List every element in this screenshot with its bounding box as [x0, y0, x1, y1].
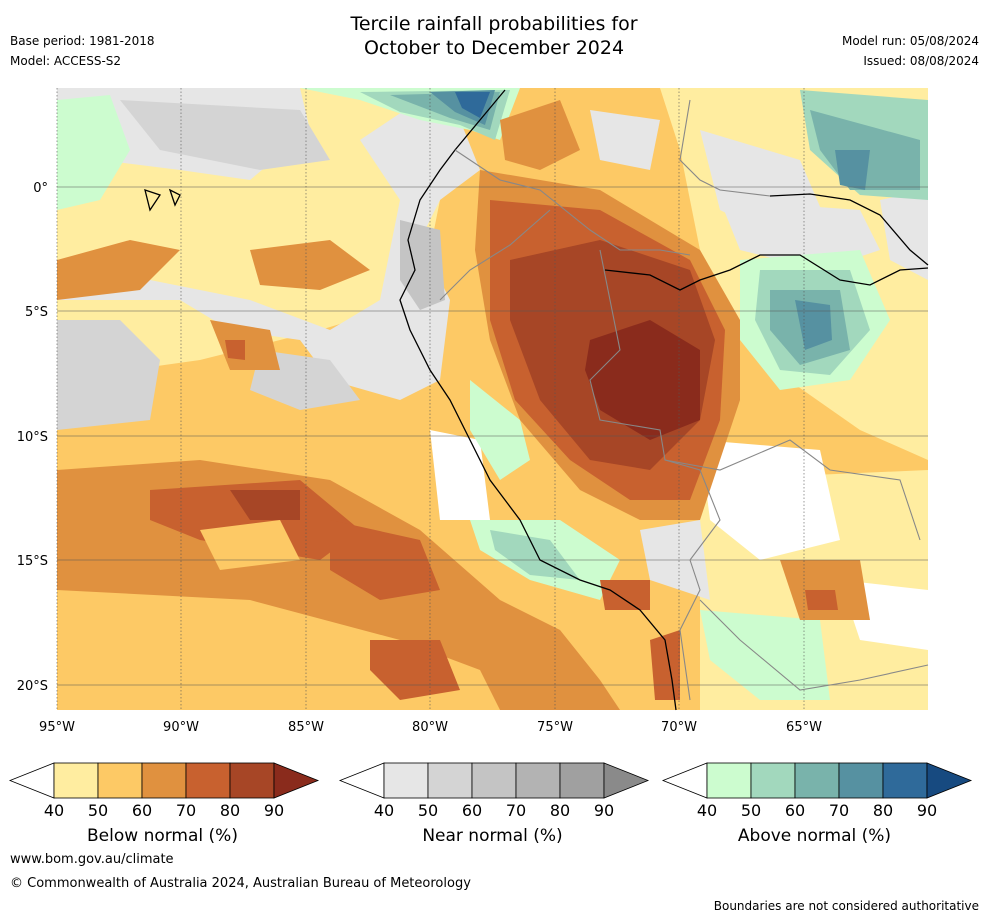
- colorbar-max-extend: [926, 762, 973, 799]
- colorbar-min-extend: [338, 762, 385, 799]
- lat-label: 10°S: [17, 430, 48, 445]
- lon-label: 75°W: [537, 720, 573, 735]
- colorbar-swatch: [559, 762, 605, 799]
- colorbar-min-extend: [8, 762, 55, 799]
- colorbar-tick-label: 60: [132, 801, 152, 820]
- coastline: [144, 89, 929, 711]
- colorbar-tick-label: 40: [44, 801, 64, 820]
- colorbar-swatch: [794, 762, 840, 799]
- map-field: [57, 88, 928, 710]
- colorbar-swatch: [750, 762, 796, 799]
- colorbar-swatch: [185, 762, 231, 799]
- meta-right: Model run: 05/08/2024 Issued: 08/08/2024: [842, 31, 979, 71]
- colorbar-max-extend: [273, 762, 320, 799]
- lon-label: 85°W: [288, 720, 324, 735]
- footer-copyright: © Commonwealth of Australia 2024, Austra…: [10, 876, 471, 891]
- colorbar-tick-label: 80: [220, 801, 240, 820]
- colorbar-tick-label: 90: [917, 801, 937, 820]
- legends: 40 50 60 70 80 90 40 50 60 70 80 90 40 50 60 70 80 90: [8, 762, 973, 820]
- colorbar-tick-label: 60: [462, 801, 482, 820]
- axis-labels: 95°W 90°W 85°W 80°W 75°W 70°W 65°W 0° 5°…: [17, 181, 822, 735]
- colorbar-above: 40 50 60 70 80 90: [661, 762, 973, 820]
- legend-above-label: Above normal (%): [737, 826, 892, 846]
- lat-label: 15°S: [17, 554, 48, 569]
- map-gridlines: [56, 88, 928, 710]
- colorbar-max-extend: [603, 762, 650, 799]
- colorbar-tick-label: 80: [550, 801, 570, 820]
- colorbar-tick-label: 50: [418, 801, 438, 820]
- colorbar-swatch: [838, 762, 884, 799]
- colorbar-swatch: [53, 762, 99, 799]
- footer-url: www.bom.gov.au/climate: [10, 852, 174, 867]
- colorbar-tick-label: 80: [873, 801, 893, 820]
- lat-label: 5°S: [25, 305, 48, 320]
- chart-title: Tercile rainfall probabilities for Octob…: [0, 12, 988, 60]
- lon-label: 65°W: [786, 720, 822, 735]
- lon-label: 70°W: [661, 720, 697, 735]
- colorbar-swatch: [427, 762, 473, 799]
- colorbar-near: 40 50 60 70 80 90: [338, 762, 650, 820]
- model-text: Model: ACCESS-S2: [10, 54, 122, 68]
- base-period-text: Base period: 1981-2018: [10, 34, 155, 48]
- model-run-text: Model run: 05/08/2024: [841, 34, 979, 48]
- title-line-1: Tercile rainfall probabilities for: [350, 13, 638, 35]
- colorbar-swatch: [141, 762, 187, 799]
- colorbar-tick-label: 70: [506, 801, 526, 820]
- colorbar-tick-label: 90: [594, 801, 614, 820]
- colorbar-min-extend: [661, 762, 708, 799]
- colorbar-swatch: [882, 762, 928, 799]
- colorbar-swatch: [471, 762, 517, 799]
- colorbar-swatch: [383, 762, 429, 799]
- footer-note: Boundaries are not considered authoritat…: [713, 899, 979, 913]
- colorbar-swatch: [706, 762, 752, 799]
- colorbar-swatch: [515, 762, 561, 799]
- lon-label: 80°W: [412, 720, 448, 735]
- colorbar-tick-label: 90: [264, 801, 284, 820]
- legend-near-label: Near normal (%): [422, 826, 563, 846]
- colorbar-tick-label: 40: [374, 801, 394, 820]
- title-line-2: October to December 2024: [363, 37, 625, 59]
- issued-text: Issued: 08/08/2024: [863, 54, 979, 68]
- colorbar-tick-label: 50: [741, 801, 761, 820]
- lat-label: 0°: [33, 181, 48, 196]
- colorbar-tick-label: 50: [88, 801, 108, 820]
- lon-label: 90°W: [163, 720, 199, 735]
- colorbar-swatch: [97, 762, 143, 799]
- colorbar-swatch: [229, 762, 275, 799]
- lon-label: 95°W: [39, 720, 75, 735]
- lat-label: 20°S: [17, 679, 48, 694]
- colorbar-tick-label: 70: [176, 801, 196, 820]
- meta-left: Base period: 1981-2018 Model: ACCESS-S2: [10, 31, 155, 71]
- legend-below-label: Below normal (%): [87, 826, 238, 846]
- colorbar-tick-label: 70: [829, 801, 849, 820]
- country-boundaries: [439, 99, 929, 701]
- colorbar-tick-label: 40: [697, 801, 717, 820]
- colorbar-tick-label: 60: [785, 801, 805, 820]
- colorbar-below: 40 50 60 70 80 90: [8, 762, 320, 820]
